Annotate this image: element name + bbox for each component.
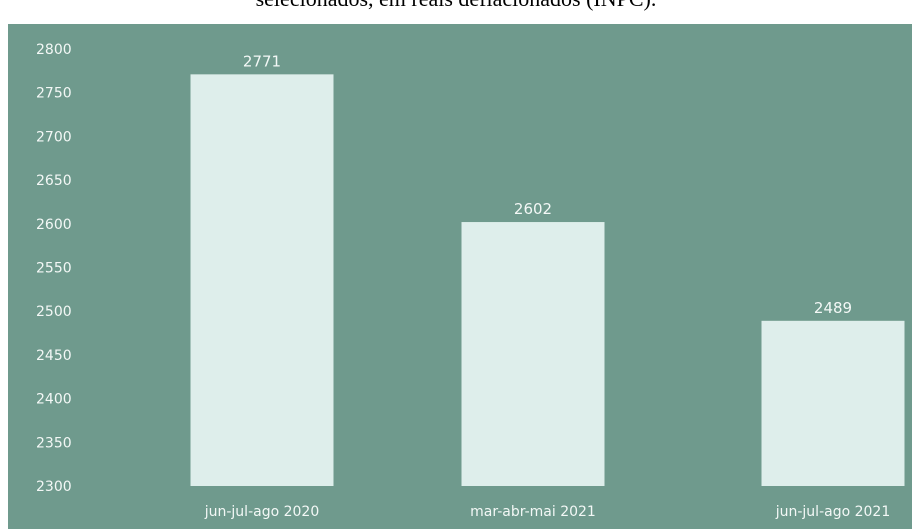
y-tick-label: 2750 [36,86,72,102]
plot-background [8,24,912,529]
y-tick-label: 2400 [36,392,72,408]
bar [190,74,334,486]
y-tick-label: 2500 [36,304,72,320]
plot-panel: 2800 2750 2700 2650 2600 2550 2500 2450 2400 2350… [8,24,912,529]
y-tick-label: 2600 [36,217,72,233]
y-tick-label: 2300 [36,479,72,495]
bar-value-label: 2771 [243,52,281,70]
bar [761,320,905,486]
x-tick-label: jun-jul-ago 2020 [204,504,320,520]
y-tick-label: 2650 [36,173,72,189]
x-tick-label: mar-abr-mai 2021 [470,504,596,520]
y-tick-label: 2800 [36,42,72,58]
x-tick-label: jun-jul-ago 2021 [775,504,891,520]
bar-value-label: 2602 [514,200,552,218]
bar-chart: 2800 2750 2700 2650 2600 2550 2500 2450 2400 2350… [8,24,912,529]
y-tick-label: 2700 [36,129,72,145]
chart-title: selecionados, em reais deflacionados (IN… [0,0,912,12]
bar-value-label: 2489 [814,299,852,317]
y-tick-label: 2350 [36,435,72,451]
y-tick-label: 2450 [36,348,72,364]
y-tick-label: 2550 [36,261,72,277]
bar [461,222,605,486]
